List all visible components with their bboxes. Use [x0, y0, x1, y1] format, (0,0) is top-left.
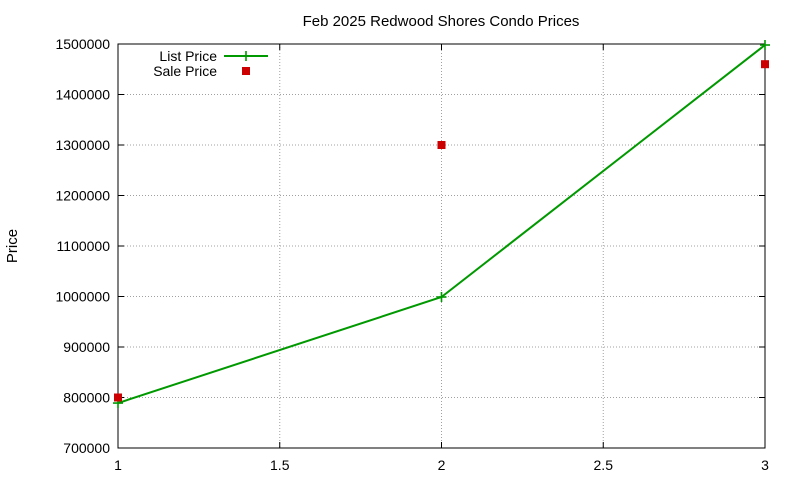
legend-label: Sale Price	[153, 63, 217, 79]
y-tick-label: 1300000	[55, 137, 110, 153]
x-axis: 1 1.5 2 2.5 3	[114, 44, 769, 473]
sale-price-point	[114, 393, 122, 402]
legend-marker	[242, 67, 250, 75]
y-tick-label: 1500000	[55, 36, 110, 52]
series-layer	[113, 40, 770, 409]
sale-price-series	[114, 60, 769, 402]
x-tick-label: 2	[438, 457, 446, 473]
x-tick-label: 3	[761, 457, 769, 473]
y-axis: 700000 800000 900000 1000000 1100000 1200000 1…	[55, 36, 765, 456]
y-tick-label: 1000000	[55, 289, 110, 305]
y-tick-label: 1100000	[57, 238, 111, 254]
sale-price-point	[761, 60, 769, 69]
y-tick-label: 1400000	[55, 87, 110, 103]
list-price-point	[436, 292, 447, 303]
x-tick-label: 1.5	[270, 457, 290, 473]
legend-item-sale-price: Sale Price	[153, 63, 250, 79]
list-price-point	[760, 40, 770, 51]
chart-title: Feb 2025 Redwood Shores Condo Prices	[303, 13, 580, 30]
list-price-series	[113, 40, 770, 409]
grid-lines	[118, 44, 765, 448]
legend-label: List Price	[159, 48, 217, 64]
y-tick-label: 700000	[63, 440, 110, 456]
sale-price-point	[437, 141, 446, 149]
x-tick-label: 2.5	[594, 457, 614, 473]
legend-marker	[241, 51, 251, 61]
y-tick-label: 900000	[63, 339, 110, 355]
x-tick-label: 1	[114, 457, 122, 473]
legend-item-list-price: List Price	[159, 48, 268, 64]
y-tick-label: 800000	[63, 390, 110, 406]
y-tick-label: 1200000	[55, 188, 110, 204]
y-axis-label: Price	[4, 229, 21, 263]
